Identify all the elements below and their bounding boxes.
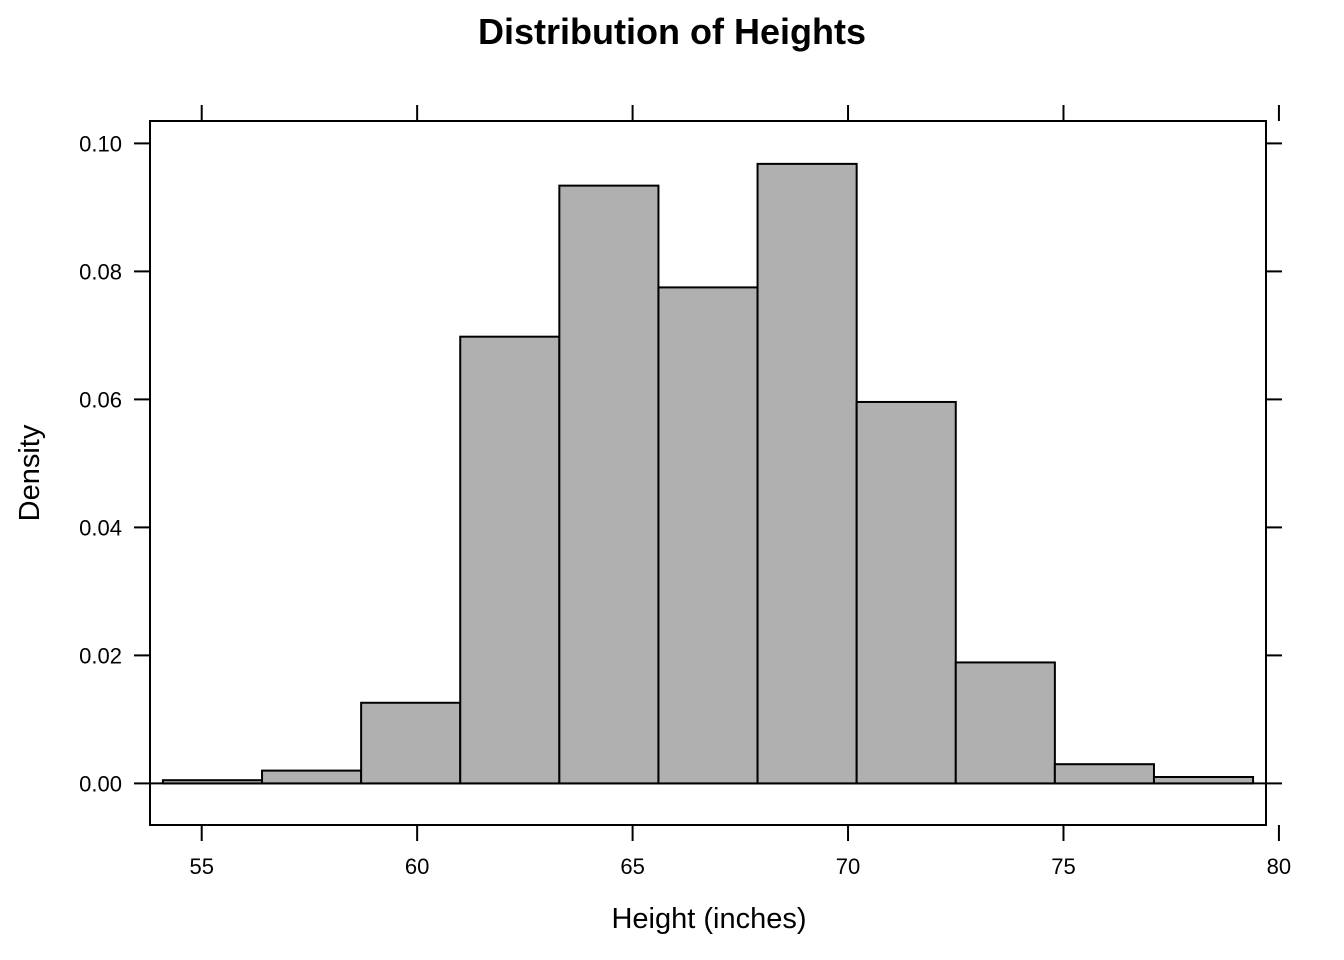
x-tick-label: 55: [189, 854, 213, 879]
x-tick-label: 70: [836, 854, 860, 879]
y-tick-label: 0.02: [79, 643, 122, 668]
y-axis-label: Density: [14, 424, 46, 521]
plot-frame: [149, 120, 1267, 826]
histogram-bar: [1053, 763, 1155, 785]
y-tick-label: 0.04: [79, 515, 122, 540]
bars-group: [150, 162, 1266, 785]
x-tick-label: 75: [1051, 854, 1075, 879]
y-tick-label: 0.08: [79, 259, 122, 284]
x-axis-label: Height (inches): [611, 903, 806, 935]
histogram-bar: [261, 769, 363, 785]
histogram-bar: [756, 162, 858, 785]
x-tick-label: 65: [620, 854, 644, 879]
histogram-bar: [1152, 776, 1255, 785]
y-tick-label: 0.06: [79, 387, 122, 412]
x-tick-label: 60: [405, 854, 429, 879]
axes-group: 55 60 65 70 75 80 0.00 0.02 0.04 0.06 0.08 0.10: [79, 105, 1291, 879]
histogram-bar: [459, 335, 561, 785]
x-tick-label: 80: [1267, 854, 1291, 879]
histogram-bar: [558, 184, 660, 785]
histogram-bar: [360, 701, 462, 785]
histogram-bar: [657, 286, 759, 785]
chart-title: Distribution of Heights: [478, 11, 866, 52]
histogram-bar: [161, 779, 264, 785]
y-tick-label: 0.10: [79, 131, 122, 156]
histogram-bar: [954, 661, 1056, 785]
y-tick-label: 0.00: [79, 771, 122, 796]
histogram-bar: [855, 400, 957, 785]
